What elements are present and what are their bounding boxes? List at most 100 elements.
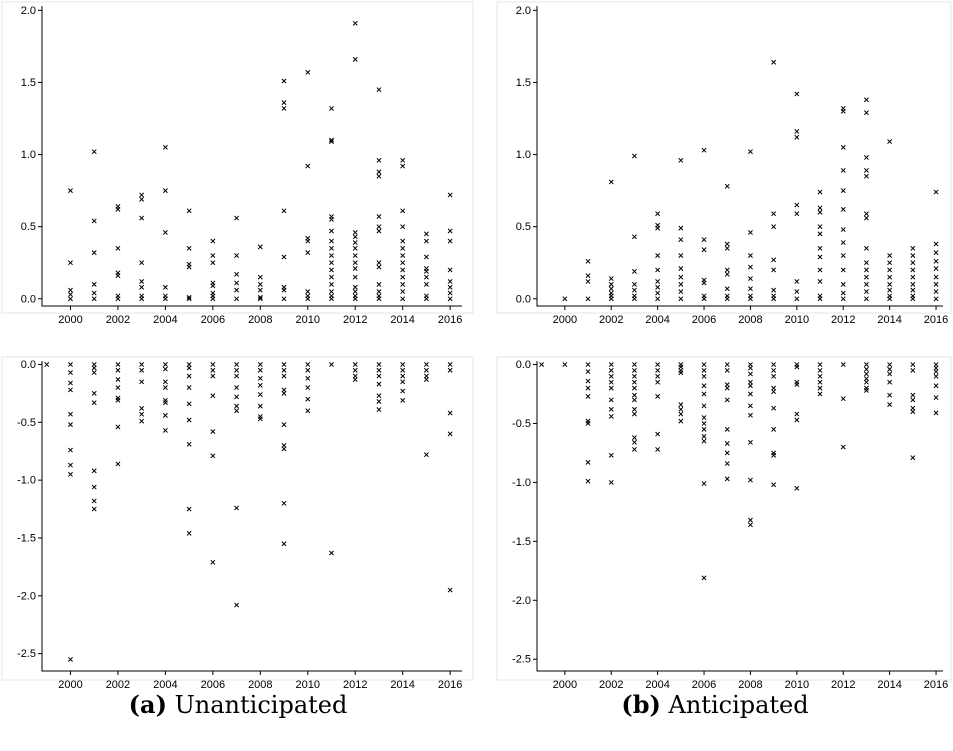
data-point bbox=[68, 447, 73, 453]
data-point bbox=[234, 373, 240, 379]
data-point bbox=[771, 287, 777, 293]
data-point bbox=[115, 367, 121, 373]
data-point bbox=[910, 287, 916, 293]
data-point bbox=[910, 397, 916, 403]
data-point bbox=[281, 500, 287, 506]
x-tick-label: 2014 bbox=[390, 679, 414, 691]
y-tick-label: 0.5 bbox=[516, 221, 531, 233]
data-point bbox=[701, 575, 707, 581]
data-point bbox=[794, 279, 800, 284]
y-tick-label: -2.5 bbox=[17, 648, 36, 660]
data-point bbox=[139, 405, 145, 411]
data-point bbox=[747, 403, 753, 409]
data-point bbox=[186, 401, 192, 407]
y-tick-label: 1.0 bbox=[516, 149, 531, 161]
data-point bbox=[257, 416, 263, 422]
data-point bbox=[281, 287, 287, 293]
data-point bbox=[139, 296, 145, 302]
data-point bbox=[115, 461, 121, 467]
data-point bbox=[234, 253, 240, 258]
data-point bbox=[329, 245, 334, 251]
x-tick-label: 2000 bbox=[58, 314, 82, 326]
x-tick-label: 2000 bbox=[58, 679, 82, 691]
data-point bbox=[376, 296, 382, 302]
data-point bbox=[933, 373, 939, 379]
data-point bbox=[447, 284, 453, 290]
data-point bbox=[840, 444, 846, 450]
panel-unanticipated-positive: 0.0 0.5 1.0 1.5 2.0 2000 2002 2004 2006 2008 2010 2… bbox=[1, 1, 474, 326]
data-point bbox=[376, 224, 382, 230]
panel-anticipated-positive: 0.0 0.5 1.0 1.5 2.0 2000 2002 2004 2006 2008 2010 2… bbox=[496, 1, 952, 326]
data-point bbox=[701, 433, 707, 439]
data-point bbox=[186, 417, 192, 423]
data-point bbox=[376, 228, 382, 234]
data-point bbox=[678, 157, 684, 163]
data-point bbox=[724, 385, 730, 391]
data-point bbox=[115, 273, 121, 279]
data-point bbox=[863, 173, 869, 179]
data-point bbox=[400, 208, 406, 214]
caption-b-label: (b) bbox=[621, 690, 661, 719]
x-tick-label: 2002 bbox=[599, 314, 623, 326]
data-point bbox=[305, 367, 311, 373]
data-point bbox=[305, 289, 311, 295]
data-point bbox=[447, 228, 453, 234]
data-point bbox=[91, 250, 97, 256]
data-point bbox=[887, 379, 893, 385]
data-point bbox=[655, 446, 661, 452]
data-point bbox=[423, 274, 429, 280]
data-point bbox=[817, 254, 823, 260]
data-point bbox=[771, 267, 777, 273]
data-point bbox=[91, 218, 97, 224]
data-point bbox=[234, 271, 240, 277]
data-point bbox=[139, 418, 145, 424]
data-point bbox=[655, 290, 661, 296]
data-point bbox=[678, 266, 684, 271]
data-point bbox=[701, 367, 707, 373]
data-point bbox=[234, 385, 240, 391]
x-tick-label: 2008 bbox=[248, 314, 272, 326]
data-point bbox=[234, 408, 240, 414]
data-point bbox=[400, 224, 406, 230]
data-point bbox=[631, 234, 637, 240]
data-point bbox=[400, 238, 406, 244]
data-point bbox=[234, 394, 240, 400]
data-point bbox=[400, 367, 406, 373]
data-point bbox=[863, 110, 869, 116]
data-point bbox=[91, 281, 97, 287]
data-point bbox=[186, 245, 192, 251]
data-point bbox=[608, 379, 614, 385]
x-tick-label: 2016 bbox=[924, 679, 948, 691]
data-point bbox=[400, 281, 406, 287]
data-point bbox=[585, 296, 591, 302]
panel-frame bbox=[1, 1, 474, 314]
x-tick-label: 2006 bbox=[201, 314, 225, 326]
data-point bbox=[701, 237, 707, 243]
data-point bbox=[771, 452, 777, 458]
data-point bbox=[910, 245, 916, 251]
data-point bbox=[724, 476, 730, 482]
data-point bbox=[910, 455, 916, 461]
data-point bbox=[608, 179, 614, 185]
data-point bbox=[162, 385, 168, 391]
data-point bbox=[257, 244, 263, 250]
data-point bbox=[840, 267, 846, 273]
data-point bbox=[747, 276, 753, 282]
data-point bbox=[933, 258, 939, 264]
panel-unanticipated-negative: 0.0 -0.5 -1.0 -1.5 -2.0 -2.5 2000 2002 2004 2006 2… bbox=[1, 356, 474, 691]
data-point bbox=[376, 264, 382, 270]
data-point bbox=[257, 294, 263, 300]
data-point bbox=[724, 367, 730, 373]
data-point bbox=[139, 411, 145, 417]
data-point bbox=[305, 362, 311, 367]
data-point bbox=[863, 260, 869, 266]
data-point bbox=[631, 406, 637, 412]
data-point bbox=[817, 373, 823, 379]
data-point bbox=[701, 391, 707, 397]
data-point bbox=[655, 253, 661, 258]
data-point bbox=[910, 367, 916, 373]
data-point bbox=[400, 163, 406, 169]
data-point bbox=[863, 215, 869, 221]
data-point bbox=[863, 296, 869, 302]
data-point bbox=[210, 367, 216, 373]
